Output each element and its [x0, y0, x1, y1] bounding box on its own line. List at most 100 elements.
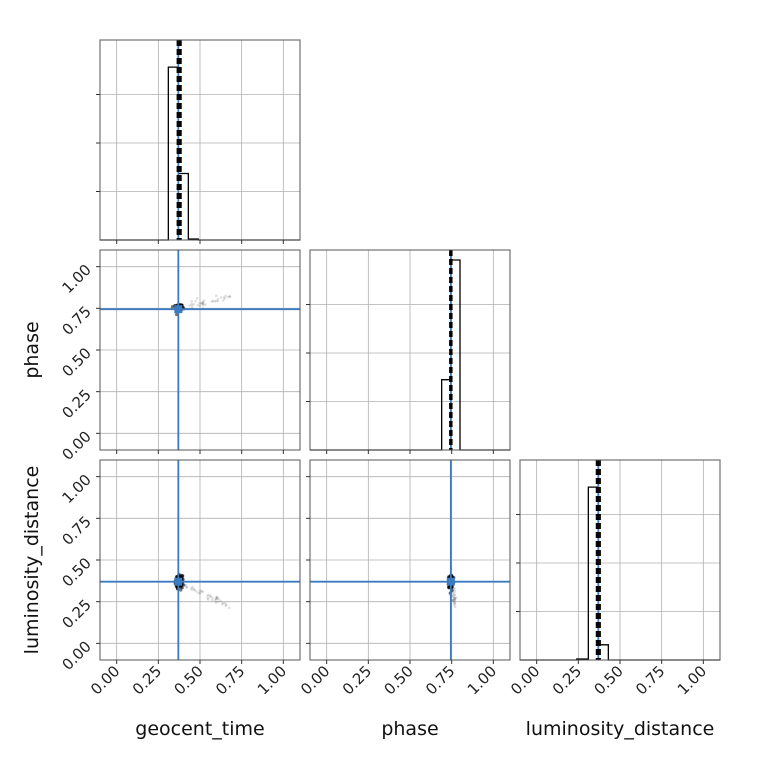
sample-point-tail: [207, 593, 210, 597]
scatter-panel-phase-luminosity_distance: 0.00 0.25 0.50 0.75 1.00: [297, 459, 511, 698]
sample-point-tail: [221, 601, 225, 605]
sample-point-tail: [452, 588, 456, 591]
sample-point-tail: [206, 596, 210, 600]
sample-point-tail: [453, 598, 457, 601]
sample-point: [179, 588, 183, 592]
sample-point-tail: [451, 598, 455, 602]
x-tick-label: 0.75: [422, 662, 458, 698]
sample-point-tail: [451, 599, 454, 602]
sample-point-tail: [201, 300, 205, 304]
y-tick-label: 0.50: [58, 344, 94, 380]
sample-point-tail: [219, 599, 222, 603]
truth-marker: [174, 577, 183, 586]
y-tick-label: 0.25: [58, 386, 94, 422]
sample-point-tail: [214, 299, 218, 303]
sample-point-tail: [195, 590, 198, 593]
scatter-panel-geocent_time-phase: 0.00 0.25 0.50 0.75 1.00: [58, 249, 301, 464]
sample-point-tail: [185, 586, 188, 589]
sample-point-tail: [228, 294, 231, 298]
sample-point-tail: [452, 599, 456, 602]
y-tick-label: 1.00: [58, 471, 94, 507]
sample-point-tail: [181, 586, 184, 590]
x-axis-label: luminosity_distance: [526, 718, 715, 740]
sample-point: [180, 586, 184, 590]
sample-point: [447, 585, 451, 589]
sample-point-tail: [216, 297, 220, 301]
sample-point-tail: [215, 596, 219, 600]
sample-point-tail: [188, 304, 191, 307]
y-axis-label: luminosity_distance: [21, 466, 43, 655]
sample-point-tail: [200, 589, 204, 593]
x-tick-label: 0.25: [549, 662, 585, 698]
x-tick-label: 0.25: [129, 662, 165, 698]
sample-point-tail: [202, 299, 206, 302]
sample-point-tail: [197, 591, 200, 595]
sample-point-tail: [198, 591, 202, 595]
x-axis-label: geocent_time: [135, 718, 264, 740]
sample-point-tail: [221, 602, 224, 606]
x-tick-label: 0.00: [507, 662, 543, 698]
sample-point-tail: [452, 603, 456, 607]
sample-point-tail: [453, 602, 457, 606]
sample-point-tail: [209, 595, 212, 599]
sample-point-tail: [192, 588, 196, 591]
sample-point-tail: [224, 294, 228, 298]
y-tick-label: 0.00: [58, 427, 94, 463]
sample-point-tail: [211, 299, 215, 303]
x-tick-label: 0.75: [212, 662, 248, 698]
sample-point-tail: [452, 596, 456, 599]
sample-point-tail: [224, 604, 228, 607]
histogram-panel-luminosity_distance: 0.00 0.25 0.50 0.75 1.00: [507, 459, 721, 698]
y-tick-label: 1.00: [58, 261, 94, 297]
sample-point-tail: [226, 295, 230, 299]
sample-point-tail: [206, 594, 209, 598]
sample-point-tail: [453, 601, 456, 604]
sample-point-tail: [190, 302, 193, 306]
sample-point-tail: [190, 588, 193, 591]
x-tick-label: 0.75: [632, 662, 668, 698]
sample-point-tail: [216, 299, 220, 303]
y-tick-label: 0.75: [58, 302, 94, 338]
y-tick-label: 0.50: [58, 554, 94, 590]
sample-point-tail: [453, 590, 457, 593]
sample-point-tail: [198, 301, 202, 305]
sample-point-tail: [453, 598, 457, 602]
sample-point-tail: [198, 589, 202, 593]
sample-point-tail: [214, 294, 218, 298]
sample-point-tail: [453, 597, 456, 600]
truth-marker: [446, 577, 455, 586]
sample-point-tail: [201, 301, 205, 305]
sample-point-tail: [195, 297, 199, 300]
sample-point-tail: [202, 302, 205, 306]
x-tick-label: 1.00: [674, 662, 710, 698]
sample-point-tail: [451, 586, 454, 590]
sample-point-tail: [451, 598, 454, 602]
x-tick-label: 0.00: [297, 662, 333, 698]
sample-point-tail: [213, 300, 216, 303]
y-axis-label: phase: [21, 321, 43, 378]
sample-point-tail: [213, 598, 217, 602]
sample-point-tail: [207, 598, 210, 601]
sample-point-tail: [219, 296, 223, 299]
sample-point-tail: [217, 597, 221, 601]
y-tick-label: 0.25: [58, 596, 94, 632]
x-tick-label: 0.00: [87, 662, 123, 698]
sample-point-tail: [198, 304, 202, 308]
sample-point-tail: [227, 606, 231, 610]
x-tick-label: 0.50: [590, 662, 626, 698]
x-tick-label: 1.00: [254, 662, 290, 698]
sample-point-tail: [214, 595, 218, 599]
scatter-panel-geocent_time-luminosity_distance: 0.00 0.25 0.50 0.75 1.000.000.250.500.751.00: [58, 459, 301, 698]
sample-point-tail: [190, 304, 194, 308]
sample-point-tail: [194, 299, 197, 303]
sample-point: [182, 583, 186, 587]
sample-point-tail: [452, 591, 455, 595]
sample-point: [170, 305, 175, 309]
x-tick-label: 0.50: [380, 662, 416, 698]
x-axis-label: phase: [381, 718, 438, 740]
sample-point-tail: [190, 300, 194, 303]
sample-point-tail: [185, 585, 189, 589]
sample-point-tail: [216, 600, 220, 604]
sample-point-tail: [453, 597, 456, 600]
